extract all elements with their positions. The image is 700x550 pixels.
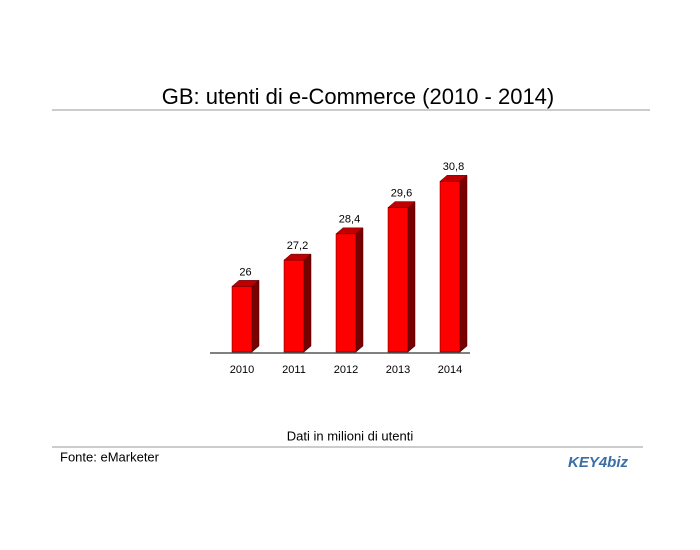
x-tick-label: 2011	[282, 364, 306, 376]
bar	[439, 181, 461, 353]
value-label: 29,6	[391, 187, 412, 199]
bar	[283, 259, 305, 353]
value-label: 27,2	[287, 240, 308, 252]
x-tick-label: 2014	[438, 364, 462, 376]
bar	[231, 286, 253, 353]
bar-side	[407, 201, 416, 353]
bar-side	[251, 279, 260, 353]
bar-side	[459, 174, 468, 353]
x-tick-label: 2010	[230, 364, 254, 376]
bar-side	[303, 253, 312, 353]
x-tick-label: 2013	[386, 364, 410, 376]
value-label: 30,8	[443, 161, 464, 173]
bar-side	[355, 227, 364, 353]
bar	[387, 207, 409, 353]
bar	[335, 233, 357, 353]
logo: KEY4biz	[568, 454, 629, 471]
chart-note: Dati in milioni di utenti	[287, 428, 414, 443]
value-label: 26	[239, 266, 251, 278]
source: Fonte: eMarketer	[60, 449, 160, 464]
x-tick-label: 2012	[334, 364, 358, 376]
chart-title: GB: utenti di e-Commerce (2010 - 2014)	[162, 84, 555, 109]
value-label: 28,4	[339, 214, 360, 226]
